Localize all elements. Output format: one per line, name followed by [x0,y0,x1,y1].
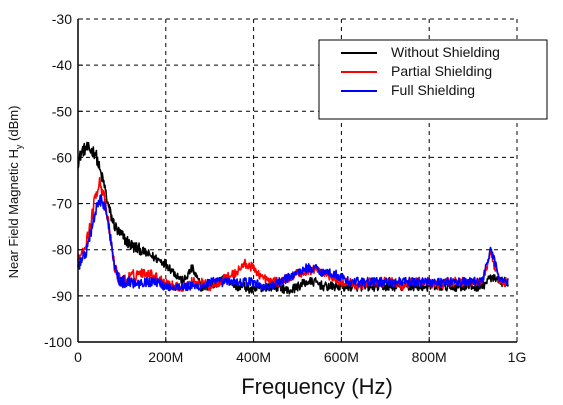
y-tick-label: -80 [52,242,72,258]
x-tick-label: 800M [412,349,447,365]
y-tick-label: -90 [52,288,72,304]
x-tick-label: 600M [324,349,359,365]
y-axis-title-subscript: y [14,144,24,149]
x-tick-label: 1G [508,349,527,365]
x-tick-label: 200M [148,349,183,365]
legend-label: Without Shielding [391,44,500,60]
legend-label: Partial Shielding [391,63,492,79]
x-axis-title: Frequency (Hz) [241,374,393,399]
y-axis-title-main: Near Field Magnetic H [6,149,21,278]
y-axis-title-unit: (dBm) [6,106,21,145]
y-tick-label: -100 [44,334,72,350]
legend-layer: Without Shielding Partial Shielding Full S… [318,39,548,120]
x-tick-label: 0 [74,349,82,365]
grid-layer [78,18,518,342]
series-layer [77,141,509,295]
series-line-full-shielding [77,193,509,292]
y-tick-label: -50 [52,103,72,119]
series-line-without-shielding [77,141,509,295]
x-tick-label: 400M [236,349,271,365]
y-axis-title: Near Field Magnetic Hy (dBm) [6,106,24,279]
y-tick-label: -70 [52,196,72,212]
y-tick-label: -40 [52,57,72,73]
legend-label: Full Shielding [391,82,475,98]
y-tick-label: -30 [52,11,72,27]
y-tick-label: -60 [52,149,72,165]
